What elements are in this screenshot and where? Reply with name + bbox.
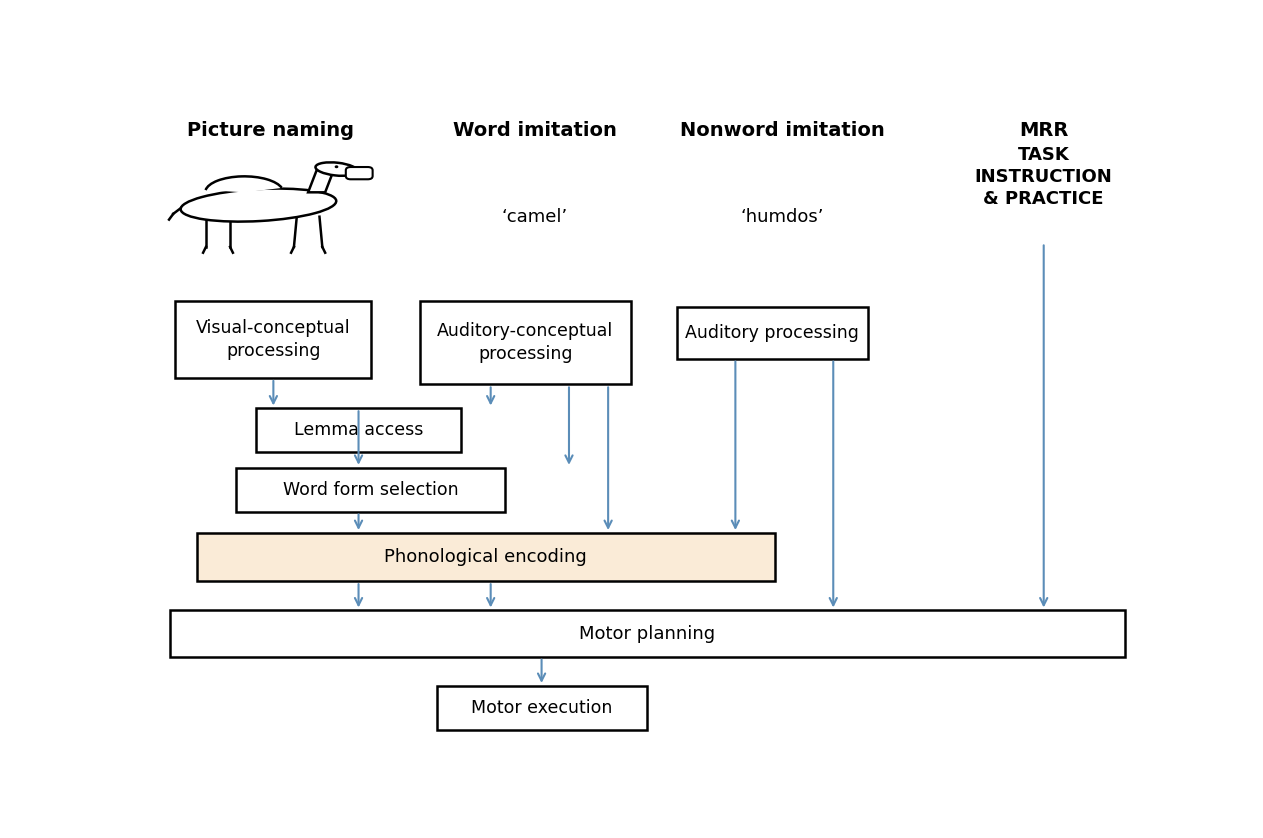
- Text: TASK
INSTRUCTION
& PRACTICE: TASK INSTRUCTION & PRACTICE: [975, 146, 1113, 208]
- Text: Nonword imitation: Nonword imitation: [679, 122, 885, 140]
- Text: MRR: MRR: [1019, 122, 1068, 140]
- Polygon shape: [308, 170, 333, 192]
- FancyBboxPatch shape: [255, 408, 461, 453]
- Circle shape: [336, 166, 337, 168]
- FancyBboxPatch shape: [236, 468, 505, 511]
- FancyBboxPatch shape: [677, 307, 868, 359]
- Text: Lemma access: Lemma access: [294, 422, 423, 439]
- Ellipse shape: [316, 163, 357, 176]
- Text: Motor planning: Motor planning: [580, 624, 715, 643]
- FancyBboxPatch shape: [169, 610, 1125, 657]
- Text: ‘camel’: ‘camel’: [501, 208, 568, 225]
- FancyBboxPatch shape: [346, 167, 373, 179]
- FancyBboxPatch shape: [176, 301, 371, 378]
- Ellipse shape: [181, 189, 336, 221]
- Wedge shape: [206, 167, 283, 192]
- FancyBboxPatch shape: [437, 685, 647, 730]
- Text: Phonological encoding: Phonological encoding: [384, 548, 587, 566]
- Text: Visual-conceptual
processing: Visual-conceptual processing: [196, 318, 351, 360]
- Text: Motor execution: Motor execution: [471, 699, 613, 716]
- Text: ‘humdos’: ‘humdos’: [740, 208, 825, 225]
- Text: Word form selection: Word form selection: [283, 481, 458, 499]
- Text: Picture naming: Picture naming: [187, 122, 354, 140]
- FancyBboxPatch shape: [197, 533, 774, 582]
- FancyBboxPatch shape: [421, 301, 630, 385]
- Text: Word imitation: Word imitation: [452, 122, 616, 140]
- Text: Auditory processing: Auditory processing: [685, 323, 859, 342]
- Text: Auditory-conceptual
processing: Auditory-conceptual processing: [437, 322, 614, 363]
